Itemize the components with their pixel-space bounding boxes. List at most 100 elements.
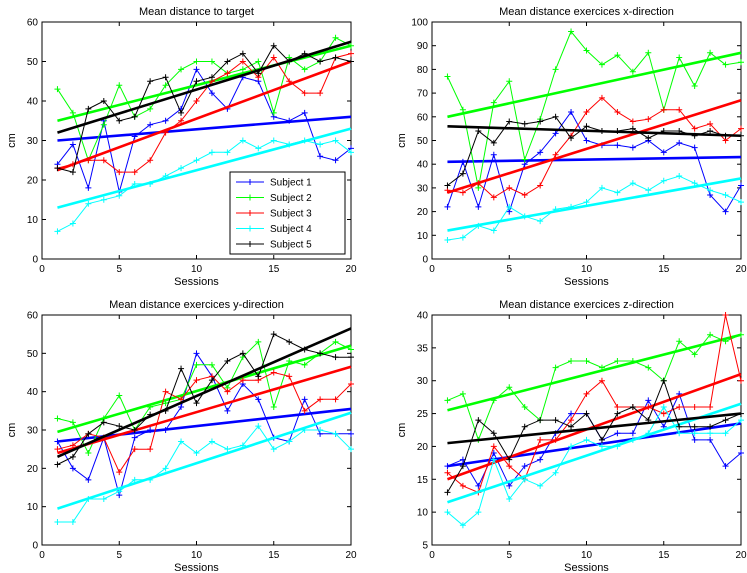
- data-point: [301, 66, 308, 73]
- data-point: [552, 113, 559, 120]
- data-point: [738, 417, 744, 424]
- data-point: [568, 443, 575, 450]
- data-point: [660, 404, 667, 410]
- data-point: [506, 384, 513, 391]
- y-tick-label: 60: [27, 311, 39, 322]
- y-tick-label: 10: [27, 215, 39, 226]
- data-point: [490, 99, 497, 106]
- legend-marker: [247, 194, 253, 201]
- series-subject-2: [54, 338, 354, 456]
- data-point: [691, 144, 698, 151]
- y-tick-label: 30: [417, 183, 429, 194]
- data-point: [193, 350, 200, 357]
- data-point: [629, 180, 636, 187]
- y-tick-label: 5: [422, 541, 428, 552]
- y-axis-label: cm: [396, 133, 408, 148]
- data-point: [162, 117, 169, 124]
- data-point: [85, 430, 92, 437]
- data-point: [270, 369, 277, 376]
- data-point: [676, 54, 683, 61]
- chart-panel-3: Mean distance exercices y-direction Sessi…: [6, 299, 357, 573]
- y-tick-label: 40: [417, 311, 429, 322]
- data-point: [506, 184, 513, 191]
- data-point: [178, 365, 185, 372]
- data-point: [162, 465, 169, 472]
- data-point: [301, 396, 308, 403]
- chart-panel-4: Mean distance exercices z-direction Sessi…: [396, 299, 747, 573]
- series-subject-3: [54, 50, 354, 176]
- data-point: [490, 443, 497, 450]
- data-point: [193, 450, 200, 456]
- data-point: [332, 354, 339, 361]
- data-point: [614, 189, 621, 196]
- x-tick-label: 10: [191, 264, 203, 275]
- data-point: [239, 50, 246, 57]
- data-point: [178, 438, 185, 445]
- data-point: [552, 364, 559, 371]
- data-point: [506, 118, 513, 125]
- series-line: [446, 111, 742, 214]
- data-point: [521, 156, 528, 163]
- series-line: [57, 68, 352, 193]
- trend-line: [447, 124, 742, 138]
- chart-panel-2: Mean distance exercices x-direction Sessi…: [396, 6, 747, 288]
- data-point: [54, 165, 61, 172]
- data-point: [178, 109, 185, 116]
- data-point: [54, 415, 61, 422]
- data-point: [645, 135, 652, 142]
- series-line: [57, 53, 352, 173]
- y-tick-label: 50: [27, 349, 39, 360]
- data-point: [722, 430, 729, 437]
- data-point: [208, 361, 215, 368]
- data-point: [100, 121, 107, 128]
- data-point: [147, 446, 154, 453]
- data-point: [583, 47, 590, 54]
- data-point: [521, 423, 528, 430]
- data-point: [568, 410, 575, 417]
- x-tick-label: 15: [658, 550, 670, 561]
- series-line: [447, 97, 742, 199]
- x-axis-label: Sessions: [564, 276, 609, 288]
- data-point: [537, 436, 544, 443]
- data-point: [598, 61, 605, 68]
- data-point: [490, 227, 497, 234]
- data-point: [614, 142, 621, 149]
- x-tick-label: 10: [581, 264, 593, 275]
- data-point: [193, 400, 200, 407]
- data-point: [691, 82, 698, 89]
- x-tick-label: 5: [116, 264, 122, 275]
- data-point: [645, 187, 652, 194]
- series-subject-4: [54, 411, 354, 525]
- data-point: [69, 109, 76, 116]
- data-point: [332, 137, 339, 144]
- data-point: [193, 78, 200, 85]
- data-point: [131, 113, 138, 120]
- data-point: [490, 430, 497, 437]
- data-point: [475, 203, 482, 210]
- x-tick-label: 5: [506, 264, 512, 275]
- data-point: [178, 66, 185, 73]
- data-point: [239, 377, 246, 384]
- data-point: [69, 220, 76, 227]
- data-point: [537, 456, 544, 463]
- data-point: [676, 173, 683, 180]
- data-point: [332, 396, 339, 403]
- data-point: [147, 78, 154, 85]
- data-point: [506, 463, 513, 470]
- x-tick-label: 5: [506, 550, 512, 561]
- data-point: [691, 423, 698, 430]
- data-point: [738, 125, 744, 132]
- y-tick-label: 40: [27, 97, 39, 108]
- data-point: [614, 404, 621, 410]
- x-tick-label: 20: [735, 550, 747, 561]
- data-point: [116, 192, 123, 199]
- data-point: [568, 423, 575, 430]
- data-point: [691, 180, 698, 187]
- y-tick-label: 0: [32, 541, 38, 552]
- data-point: [506, 482, 513, 489]
- data-point: [116, 169, 123, 176]
- y-tick-label: 30: [27, 136, 39, 147]
- data-point: [131, 476, 138, 483]
- x-tick-label: 15: [268, 550, 280, 561]
